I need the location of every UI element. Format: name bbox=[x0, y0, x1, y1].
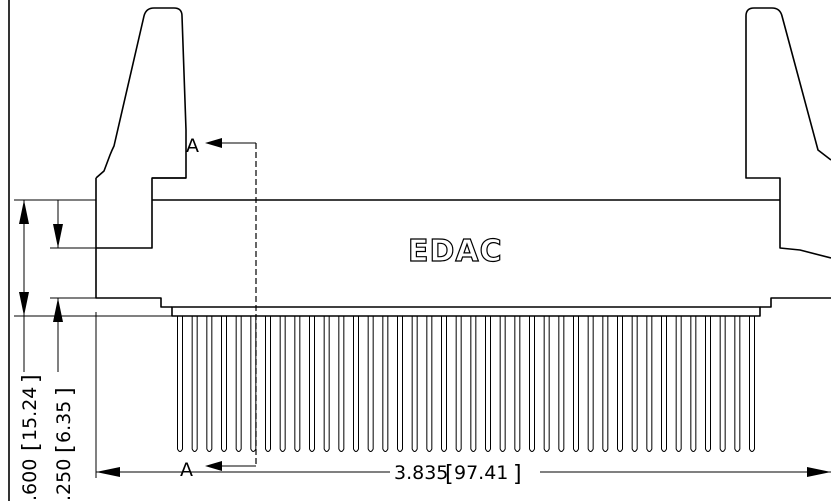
pin bbox=[191, 316, 198, 452]
pin bbox=[602, 316, 609, 452]
right-latch bbox=[745, 7, 831, 308]
section-label-bottom: A bbox=[180, 459, 193, 481]
pin bbox=[661, 316, 667, 452]
pin bbox=[529, 316, 535, 452]
pin bbox=[309, 316, 315, 452]
pin bbox=[235, 316, 242, 452]
pin bbox=[382, 316, 389, 452]
width-dim-alt: 97.41 bbox=[454, 462, 508, 484]
pin bbox=[558, 316, 565, 452]
pin bbox=[177, 316, 183, 452]
width-dim-value: 3.835 bbox=[394, 462, 448, 484]
pin bbox=[294, 316, 301, 452]
pin bbox=[470, 316, 477, 452]
pin bbox=[367, 316, 374, 452]
height-total-alt: 15.24 bbox=[19, 387, 41, 441]
height-total-dimension: .600 [ 15.24 ] bbox=[19, 200, 44, 501]
pin bbox=[411, 316, 418, 452]
height-body-alt: 6.35 bbox=[53, 401, 75, 443]
pin bbox=[587, 316, 594, 452]
pin bbox=[206, 316, 213, 452]
height-total-value: .600 bbox=[19, 459, 41, 501]
pin bbox=[734, 316, 741, 452]
pin bbox=[353, 316, 359, 452]
pin bbox=[485, 316, 491, 452]
height-body-bracket-close: ] bbox=[53, 387, 78, 396]
pin bbox=[250, 316, 257, 452]
pin bbox=[705, 316, 711, 452]
pin bbox=[455, 316, 462, 452]
pin bbox=[265, 316, 271, 452]
pin bbox=[426, 316, 433, 452]
height-body-value: .250 bbox=[53, 459, 75, 501]
pin bbox=[646, 316, 653, 452]
pin bbox=[279, 316, 286, 452]
pin bbox=[690, 316, 697, 452]
pin bbox=[397, 316, 403, 452]
width-dimension: 3.835 [ 97.41 ] bbox=[95, 312, 831, 487]
pin bbox=[617, 316, 623, 452]
height-body-bracket-open: [ bbox=[53, 444, 78, 453]
pin bbox=[631, 316, 638, 452]
section-label-top: A bbox=[186, 135, 199, 157]
width-dim-bracket-close: ] bbox=[513, 462, 522, 487]
pin bbox=[221, 316, 227, 452]
pin bbox=[749, 316, 755, 452]
pin bbox=[719, 316, 726, 452]
height-total-bracket-open: [ bbox=[19, 442, 44, 451]
section-line-a: A A bbox=[180, 135, 257, 481]
pin bbox=[499, 316, 506, 452]
pin bbox=[323, 316, 330, 452]
pin-header-bar bbox=[171, 306, 761, 317]
edac-logo: EDAC bbox=[408, 234, 503, 269]
pin bbox=[675, 316, 682, 452]
pin bbox=[543, 316, 550, 452]
pin bbox=[573, 316, 579, 452]
pin bbox=[514, 316, 521, 452]
pin-array bbox=[177, 316, 755, 452]
pin bbox=[441, 316, 447, 452]
left-latch bbox=[95, 7, 187, 308]
width-dim-bracket-open: [ bbox=[445, 462, 454, 487]
height-total-bracket-close: ] bbox=[19, 374, 44, 383]
pin bbox=[338, 316, 345, 452]
height-body-dimension: .250 [ 6.35 ] bbox=[53, 200, 78, 501]
